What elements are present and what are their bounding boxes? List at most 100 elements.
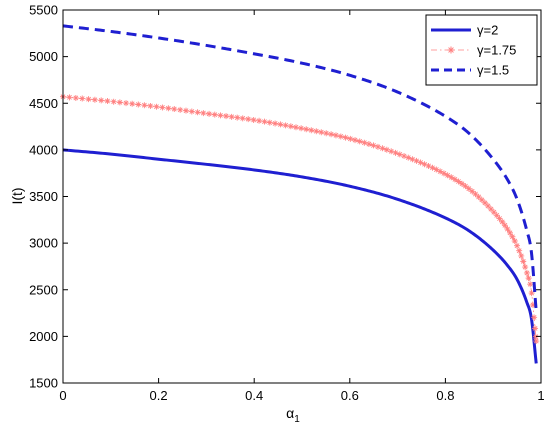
series-marker: [104, 98, 111, 105]
series-marker: [490, 209, 497, 216]
series-marker: [356, 138, 363, 145]
series-marker: [487, 206, 494, 213]
series-marker: [451, 176, 458, 183]
legend-label-1: γ=2: [477, 23, 498, 38]
series-marker: [79, 95, 86, 102]
series-marker: [478, 196, 485, 203]
series-marker: [462, 183, 469, 190]
y-tick-label: 1500: [29, 376, 58, 391]
series-marker: [533, 338, 540, 345]
series-marker: [98, 97, 105, 104]
series-marker: [513, 242, 520, 249]
series-marker: [223, 113, 230, 120]
series-marker: [292, 124, 299, 131]
series-marker: [522, 264, 529, 271]
series-marker: [525, 275, 532, 282]
series-marker: [188, 108, 195, 115]
series-marker: [91, 96, 98, 103]
series-marker: [337, 133, 344, 140]
y-tick-label: 3000: [29, 236, 58, 251]
series-marker: [250, 116, 257, 123]
series-marker: [318, 129, 325, 136]
series-marker: [504, 226, 511, 233]
series-marker: [303, 126, 310, 133]
y-tick-label: 4500: [29, 96, 58, 111]
series-marker: [159, 104, 166, 111]
series-marker: [165, 105, 172, 112]
series-marker: [147, 102, 154, 109]
series-marker: [85, 96, 92, 103]
series-marker: [266, 119, 273, 126]
series-marker: [261, 118, 268, 125]
series-marker: [444, 172, 451, 179]
series-marker: [401, 153, 408, 160]
series-marker: [287, 123, 294, 130]
series-line-1: [62, 148, 538, 364]
legend-label-2: γ=1.75: [477, 43, 516, 58]
x-tick-label: 0.4: [245, 388, 263, 403]
series-marker: [528, 290, 535, 297]
series-marker: [239, 115, 246, 122]
series-marker: [66, 94, 73, 101]
y-tick-label: 5500: [29, 3, 58, 18]
series-marker: [518, 252, 525, 259]
x-axis-title-main: α: [286, 405, 294, 421]
series-marker: [531, 314, 538, 321]
series-group: [60, 24, 540, 364]
series-marker: [110, 98, 117, 105]
series-marker: [342, 134, 349, 141]
series-marker: [475, 193, 482, 200]
series-marker: [347, 135, 354, 142]
series-marker: [323, 130, 330, 137]
series-marker: [409, 156, 416, 163]
series-marker: [129, 100, 136, 107]
series-marker: [425, 162, 432, 169]
x-tick-label: 0.8: [436, 388, 454, 403]
series-marker: [361, 139, 368, 146]
y-tick-label: 2500: [29, 282, 58, 297]
y-tick-label: 4000: [29, 142, 58, 157]
x-axis-title-subscript: 1: [294, 414, 300, 425]
y-tick-label: 3500: [29, 189, 58, 204]
x-tick-label: 0.2: [150, 388, 168, 403]
series-marker: [123, 100, 130, 107]
series-marker: [392, 149, 399, 156]
axis-ticks: 0 0.2 0.4 0.6 0.8 1 1500 2000 2500 3000 3500 4000 45…: [29, 3, 545, 404]
series-marker: [370, 142, 377, 149]
series-marker: [455, 178, 462, 185]
series-marker: [529, 301, 536, 308]
series-marker: [469, 188, 476, 195]
series-marker: [496, 215, 503, 222]
series-marker: [520, 258, 527, 265]
legend: γ=2 γ=1.75 γ=1.5: [425, 14, 538, 86]
series-marker: [511, 237, 518, 244]
series-marker: [135, 101, 142, 108]
series-marker: [421, 161, 428, 168]
series-marker: [383, 146, 390, 153]
series-marker: [532, 333, 539, 340]
series-marker: [527, 281, 534, 288]
x-tick-label: 1: [537, 388, 544, 403]
series-marker: [509, 233, 516, 240]
series-marker: [217, 112, 224, 119]
series-marker: [429, 164, 436, 171]
series-marker: [177, 106, 184, 113]
series-marker: [282, 122, 289, 129]
series-marker: [501, 222, 508, 229]
x-tick-label: 0: [59, 388, 66, 403]
series-marker: [116, 99, 123, 106]
series-marker: [171, 106, 178, 113]
series-marker: [234, 114, 241, 121]
x-tick-label: 0.6: [341, 388, 359, 403]
series-marker: [308, 127, 315, 134]
series-marker: [183, 107, 190, 114]
x-axis-title: α1: [286, 405, 300, 425]
series-marker: [481, 199, 488, 206]
series-line-3: [62, 24, 538, 312]
series-marker: [472, 191, 479, 198]
series-marker: [458, 180, 465, 187]
legend-label-3: γ=1.5: [477, 63, 509, 78]
series-marker: [396, 151, 403, 158]
series-marker: [141, 102, 148, 109]
series-marker: [417, 159, 424, 166]
